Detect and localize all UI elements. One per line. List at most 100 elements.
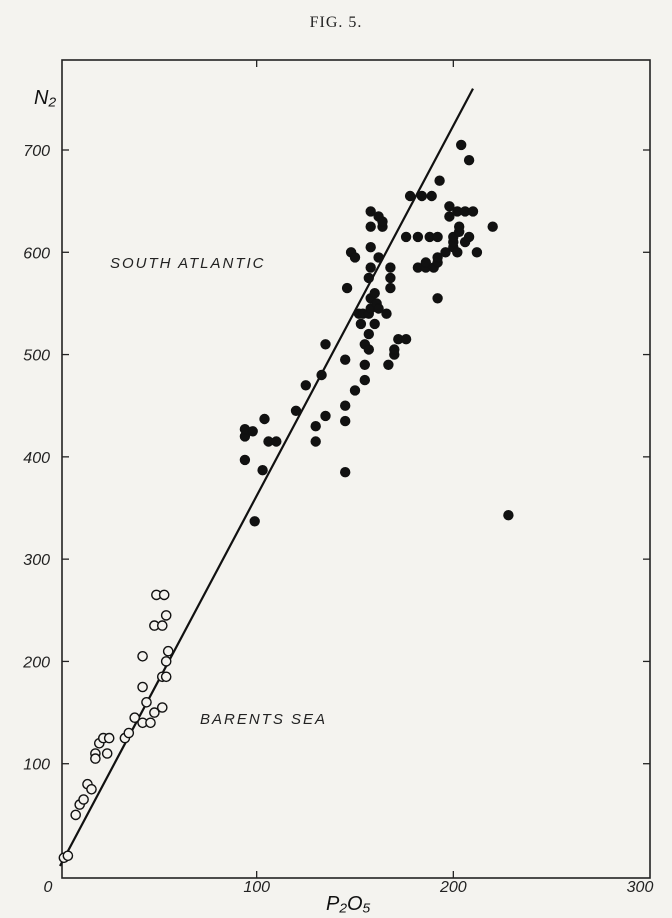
barents-sea-point bbox=[123, 727, 135, 739]
south-atlantic-point bbox=[320, 339, 331, 350]
south-atlantic-point bbox=[369, 288, 380, 299]
south-atlantic-point bbox=[432, 293, 443, 304]
south-atlantic-point bbox=[381, 308, 392, 319]
barents-sea-label: BARENTS SEA bbox=[200, 711, 327, 728]
south-atlantic-point bbox=[239, 454, 251, 466]
south-atlantic-point bbox=[426, 190, 437, 202]
south-atlantic-point bbox=[363, 344, 375, 355]
south-atlantic-point bbox=[385, 272, 396, 284]
south-atlantic-point bbox=[363, 328, 375, 340]
barents-sea-point bbox=[162, 645, 174, 657]
x-axis-title: P₂O₅ bbox=[326, 893, 371, 915]
south-atlantic-point bbox=[432, 252, 443, 263]
axis-ticks bbox=[62, 60, 650, 878]
south-atlantic-point bbox=[487, 221, 498, 232]
south-atlantic-point bbox=[341, 282, 353, 294]
south-atlantic-point bbox=[340, 400, 351, 411]
south-atlantic-point bbox=[300, 380, 312, 391]
south-atlantic-point bbox=[365, 241, 376, 253]
south-atlantic-point bbox=[340, 415, 351, 427]
south-atlantic-point bbox=[400, 231, 412, 243]
barents-sea-point bbox=[129, 712, 140, 724]
barents-sea-point bbox=[145, 717, 156, 729]
x-tick-label: 100 bbox=[243, 879, 270, 896]
south-atlantic-point bbox=[385, 262, 396, 273]
south-atlantic-point bbox=[377, 216, 388, 227]
south-atlantic-point bbox=[369, 318, 380, 330]
south-atlantic-point bbox=[412, 231, 424, 243]
south-atlantic-point bbox=[290, 405, 302, 417]
barents-sea-point bbox=[156, 620, 168, 631]
y-tick-label: 400 bbox=[23, 450, 50, 467]
x-tick-label: 200 bbox=[439, 879, 467, 896]
south-atlantic-point bbox=[400, 334, 412, 345]
south-atlantic-point bbox=[340, 354, 351, 365]
south-atlantic-point bbox=[404, 190, 416, 202]
south-atlantic-point bbox=[349, 385, 361, 396]
south-atlantic-point bbox=[444, 201, 455, 212]
south-atlantic-point bbox=[463, 154, 475, 166]
south-atlantic-point bbox=[440, 247, 451, 258]
south-atlantic-point bbox=[503, 510, 514, 521]
south-atlantic-point bbox=[363, 272, 375, 284]
barents-sea-point bbox=[137, 681, 148, 693]
south-atlantic-point bbox=[434, 175, 445, 186]
south-atlantic-point bbox=[249, 516, 260, 527]
y-tick-label: 200 bbox=[22, 654, 50, 671]
barents-sea-point bbox=[78, 794, 89, 805]
barents-sea-point bbox=[160, 671, 172, 683]
y-tick-label: 700 bbox=[23, 143, 50, 160]
south-atlantic-point bbox=[373, 303, 384, 314]
barents-sea-point bbox=[149, 707, 160, 718]
x-tick-label: 300 bbox=[627, 879, 654, 896]
south-atlantic-point bbox=[444, 211, 455, 222]
barents-sea-point bbox=[101, 748, 113, 759]
figure-label: FIG. 5. bbox=[309, 14, 363, 31]
south-atlantic-point bbox=[340, 467, 351, 478]
south-atlantic-point bbox=[310, 436, 321, 447]
south-atlantic-point bbox=[359, 359, 371, 371]
south-atlantic-point bbox=[385, 282, 396, 294]
y-tick-label: 300 bbox=[23, 552, 50, 569]
south-atlantic-point bbox=[432, 231, 443, 243]
barents-sea-point bbox=[158, 589, 170, 601]
barents-sea-point bbox=[160, 656, 172, 667]
y-tick-label: 100 bbox=[23, 757, 50, 774]
barents-sea-point bbox=[90, 753, 101, 764]
south-atlantic-point bbox=[365, 206, 376, 217]
south-atlantic-point bbox=[359, 374, 371, 386]
south-atlantic-point bbox=[467, 206, 479, 217]
barents-sea-point bbox=[103, 732, 115, 744]
south-atlantic-point bbox=[420, 257, 432, 268]
south-atlantic-point bbox=[365, 221, 376, 232]
barents-sea-point bbox=[141, 697, 152, 708]
y-tick-label: 600 bbox=[23, 245, 50, 262]
south-atlantic-point bbox=[247, 426, 258, 437]
south-atlantic-label: SOUTH ATLANTIC bbox=[110, 255, 266, 272]
barents-sea-point bbox=[70, 809, 81, 821]
south-atlantic-point bbox=[271, 436, 282, 447]
south-atlantic-point bbox=[389, 344, 400, 355]
barents-sea-point bbox=[156, 702, 168, 713]
data-points bbox=[58, 139, 514, 864]
barents-sea-point bbox=[160, 610, 172, 621]
barents-sea-point bbox=[62, 850, 74, 862]
south-atlantic-point bbox=[355, 318, 367, 330]
plot-frame bbox=[61, 59, 651, 879]
south-atlantic-point bbox=[259, 413, 270, 425]
x-tick-label: 0 bbox=[44, 879, 53, 896]
y-axis-title: N₂ bbox=[34, 87, 56, 109]
south-atlantic-point bbox=[454, 221, 465, 232]
south-atlantic-point bbox=[383, 359, 394, 371]
south-atlantic-point bbox=[349, 252, 361, 263]
south-atlantic-point bbox=[452, 247, 463, 258]
south-atlantic-point bbox=[365, 262, 376, 273]
south-atlantic-point bbox=[316, 369, 327, 381]
south-atlantic-point bbox=[456, 139, 467, 151]
south-atlantic-point bbox=[463, 231, 475, 243]
axis-tick-labels: 100 200 300 400 500 600 700 0 100 200 300 bbox=[22, 143, 653, 896]
barents-sea-point bbox=[137, 651, 148, 662]
south-atlantic-point bbox=[320, 410, 331, 422]
